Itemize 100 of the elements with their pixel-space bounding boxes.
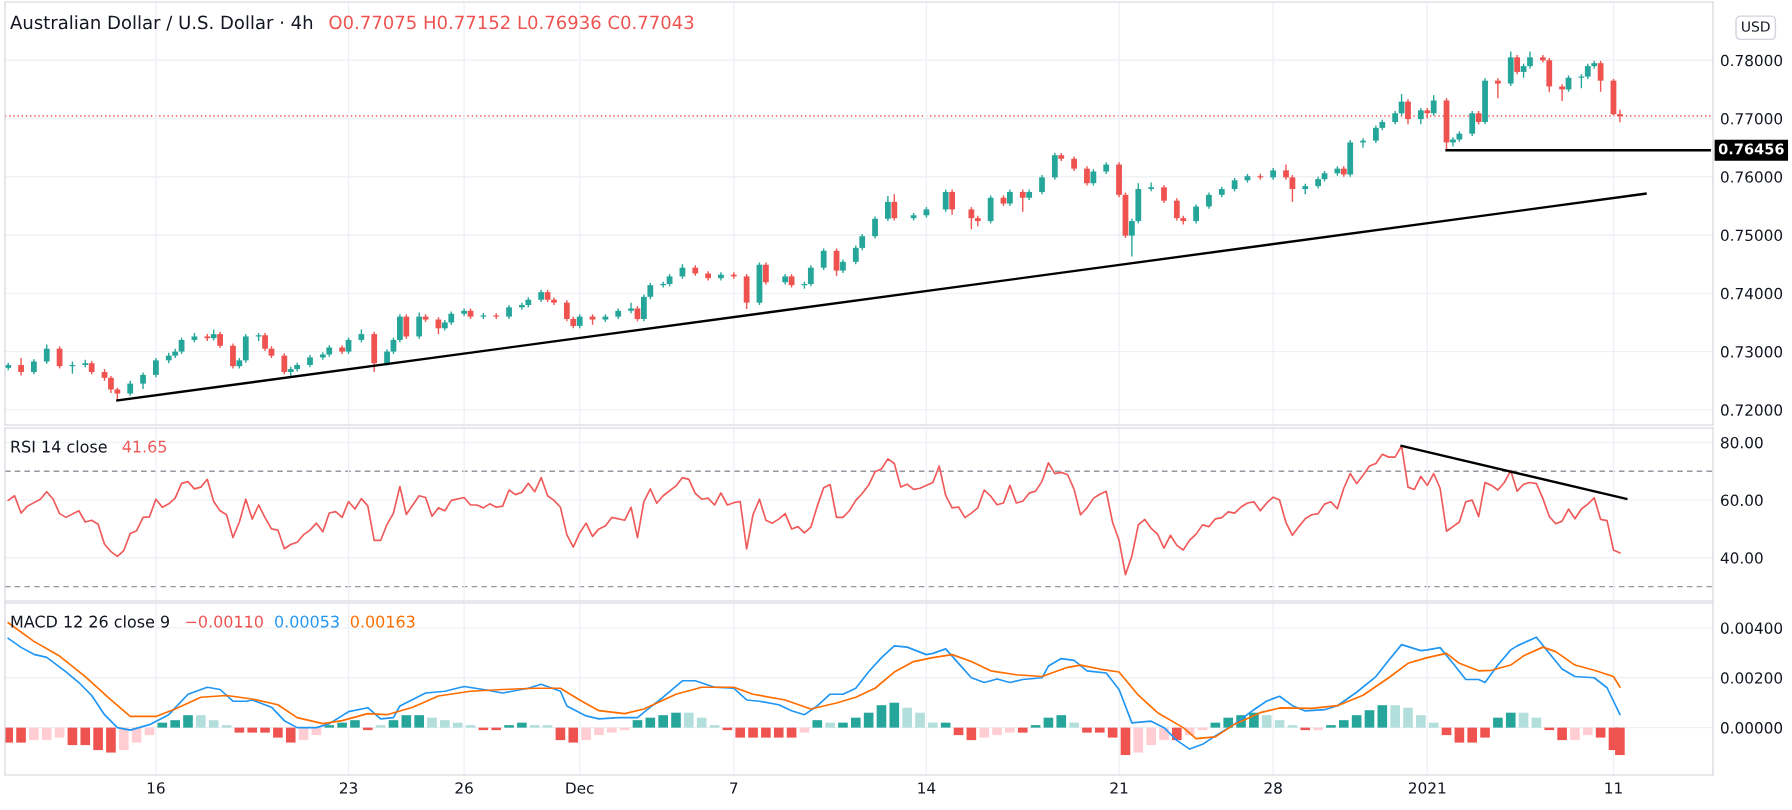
annotation: 0.00053 [275,615,339,628]
text: O0.77075 H0.77152 L0.76936 C0.77043 [329,15,694,30]
bar [1261,715,1272,728]
y-tick-label: 0.74000 [1720,287,1783,300]
bar [1133,727,1144,753]
bar [465,725,476,728]
bar [504,725,514,728]
y-tick-label: 40.00 [1720,552,1763,564]
x-tick-label: 11 [1605,782,1622,794]
bar [285,727,296,743]
bar [645,717,656,728]
annotation: 41.65 [122,440,167,453]
bar [594,727,604,736]
bar [812,720,823,728]
bar [1454,727,1465,743]
bar [452,722,463,728]
bar [966,727,977,741]
bar [440,720,450,728]
bar [414,715,424,728]
bar [761,727,771,738]
series-label: 0.76456 [1718,143,1784,155]
bar [825,722,835,728]
x-tick-label: 28 [1264,782,1282,794]
bar [298,727,309,741]
bar [1030,725,1041,728]
bar [1428,722,1439,728]
bar [606,727,617,733]
bar [93,727,103,751]
bar [234,727,245,733]
y-tick-label: 60.00 [1721,494,1763,507]
x-tick-label: 26 [455,782,473,794]
bar [1467,727,1478,743]
bar [1326,725,1336,728]
bar [401,715,412,728]
bar [658,715,668,728]
bar [1120,727,1131,756]
bar [1416,715,1426,728]
bar [1056,715,1067,728]
y-tick-label: 0.77000 [1720,112,1783,125]
bar [1094,727,1105,733]
bar [542,725,553,728]
bar [992,727,1002,736]
bar [671,712,681,728]
x-tick-label: 14 [918,782,936,794]
bar [324,725,335,728]
text: RSI 14 close [11,440,107,453]
y-tick-label: 0.78000 [1720,54,1783,67]
bar [1017,727,1028,733]
bar [1364,710,1375,728]
bar [902,707,912,728]
bar [54,727,65,738]
bar [1557,727,1567,741]
bar [1518,712,1529,728]
bar [786,727,797,738]
bar [221,725,232,728]
bar [1159,727,1169,741]
bar [183,715,193,728]
bar [838,722,848,728]
bar [1172,727,1182,741]
bar [337,722,347,728]
bar [799,727,810,733]
x-tick-label: 16 [147,782,165,794]
x-tick-label: 7 [730,782,738,794]
y-axis-title: USD [1742,21,1770,32]
bar [375,725,386,728]
bar [1480,727,1490,738]
bar [696,717,707,728]
x-tick-label: Dec [566,782,594,794]
bar [427,717,437,728]
y-tick-label: 0.73000 [1720,346,1783,358]
bar [1287,725,1298,728]
y-tick-label: 80.00 [1720,436,1763,449]
bar [850,717,861,728]
bar [684,712,694,728]
x-tick-label: 21 [1110,782,1128,794]
annotation: 0.00163 [350,615,415,628]
bar [1570,727,1580,741]
bar [260,727,270,733]
bar [1351,715,1362,728]
annotation: −0.00110 [186,615,263,628]
bar [632,720,643,728]
bar [16,727,26,743]
bar [1338,720,1349,728]
bar [1005,727,1015,733]
bar [1107,727,1118,738]
bar [1043,717,1054,728]
bar [581,727,591,741]
y-tick-label: 0.00200 [1720,672,1783,684]
y-tick-label: 0.76000 [1720,171,1783,183]
bar [208,720,219,728]
bar [1082,727,1092,733]
bar [1582,727,1593,736]
bar [80,727,91,746]
bar [1274,720,1285,728]
bar [1390,705,1400,728]
y-tick-label: 0.00400 [1720,622,1783,634]
bar [979,727,990,738]
bar [529,725,540,728]
bar [157,722,168,728]
bar [1493,717,1503,728]
